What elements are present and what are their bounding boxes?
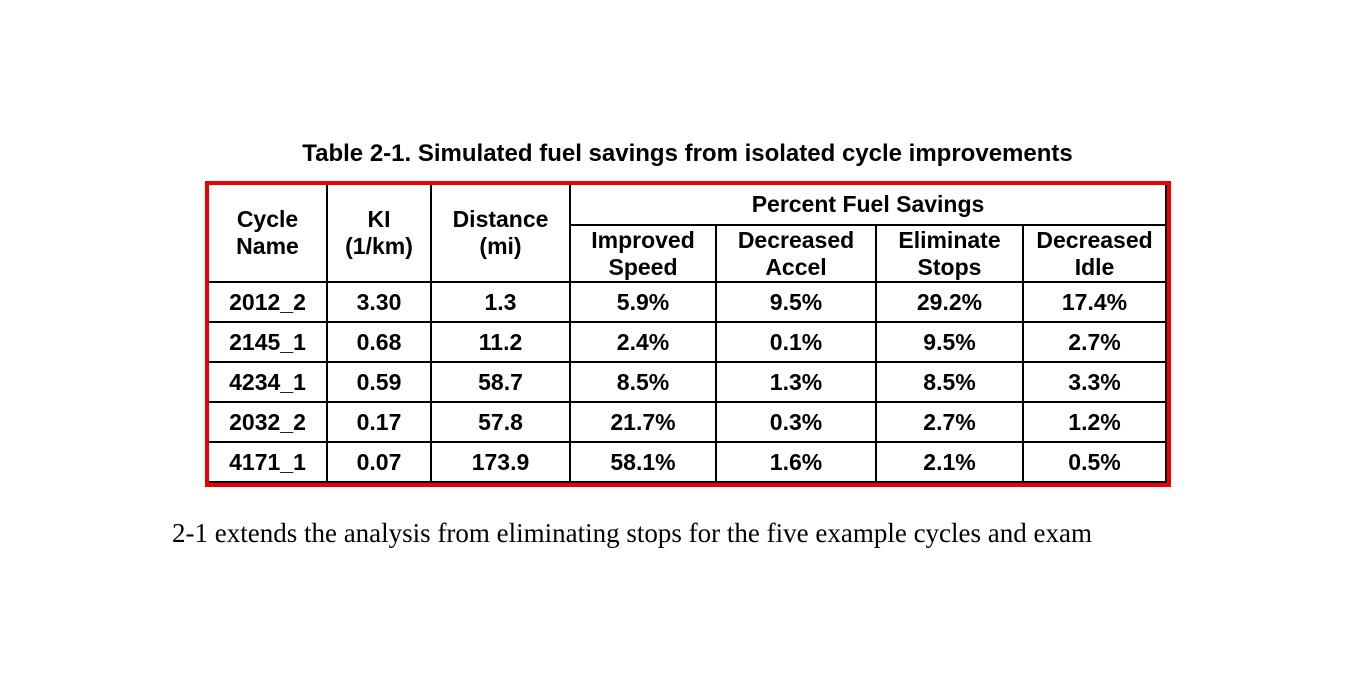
cell-distance: 11.2 (430, 321, 571, 363)
table-title: Table 2-1. Simulated fuel savings from i… (302, 140, 1073, 167)
cell-distance: 57.8 (430, 401, 571, 443)
cell-eliminate-stops: 9.5% (875, 321, 1024, 363)
cell-improved-speed: 5.9% (569, 281, 717, 323)
cell-cycle-name: 2012_2 (209, 281, 328, 323)
cell-improved-speed: 58.1% (569, 441, 717, 483)
cell-decreased-idle: 1.2% (1021, 401, 1168, 443)
cell-ki: 0.68 (326, 321, 432, 363)
col-group-header-percent-fuel-savings: Percent Fuel Savings (568, 185, 1168, 226)
cell-eliminate-stops: 8.5% (875, 361, 1024, 403)
cell-cycle-name: 4234_1 (209, 361, 328, 403)
cell-ki: 0.59 (326, 361, 432, 403)
table-row: 4171_1 0.07 173.9 58.1% 1.6% 2.1% 0.5% (209, 441, 1168, 483)
cell-improved-speed: 2.4% (569, 321, 717, 363)
fuel-savings-table: Cycle Name KI (1/km) Distance (mi) Perce… (209, 185, 1168, 483)
table-row: 2032_2 0.17 57.8 21.7% 0.3% 2.7% 1.2% (209, 401, 1168, 443)
cell-cycle-name: 2032_2 (209, 401, 328, 443)
table-row: 2145_1 0.68 11.2 2.4% 0.1% 9.5% 2.7% (209, 321, 1168, 363)
cell-distance: 58.7 (430, 361, 571, 403)
cell-decreased-accel: 1.3% (715, 361, 877, 403)
cell-eliminate-stops: 29.2% (875, 281, 1024, 323)
cell-improved-speed: 21.7% (569, 401, 717, 443)
cell-eliminate-stops: 2.7% (875, 401, 1024, 443)
cell-ki: 0.07 (326, 441, 432, 483)
body-text: 2-1 extends the analysis from eliminatin… (172, 518, 1092, 548)
cell-ki: 0.17 (326, 401, 432, 443)
col-header-improved-speed: Improved Speed (569, 224, 717, 283)
cell-cycle-name: 2145_1 (209, 321, 328, 363)
cell-decreased-accel: 0.3% (715, 401, 877, 443)
cell-decreased-idle: 2.7% (1021, 321, 1168, 363)
cell-decreased-accel: 0.1% (715, 321, 877, 363)
cell-cycle-name: 4171_1 (209, 441, 328, 483)
cell-decreased-idle: 3.3% (1021, 361, 1168, 403)
cell-decreased-idle: 17.4% (1021, 281, 1168, 323)
col-header-ki: KI (1/km) (326, 185, 432, 283)
cell-improved-speed: 8.5% (569, 361, 717, 403)
col-header-eliminate-stops: Eliminate Stops (875, 224, 1024, 283)
cell-distance: 1.3 (430, 281, 571, 323)
table-row: 2012_2 3.30 1.3 5.9% 9.5% 29.2% 17.4% (209, 281, 1168, 323)
cell-eliminate-stops: 2.1% (875, 441, 1024, 483)
cell-distance: 173.9 (430, 441, 571, 483)
header-row-sub: Improved Speed Decreased Accel Eliminate… (209, 224, 1168, 283)
col-header-decreased-accel: Decreased Accel (715, 224, 877, 283)
col-header-distance: Distance (mi) (430, 185, 571, 283)
table-frame: Cycle Name KI (1/km) Distance (mi) Perce… (205, 181, 1172, 487)
cell-decreased-accel: 9.5% (715, 281, 877, 323)
cell-decreased-accel: 1.6% (715, 441, 877, 483)
table-row: 4234_1 0.59 58.7 8.5% 1.3% 8.5% 3.3% (209, 361, 1168, 403)
col-header-decreased-idle: Decreased Idle (1021, 224, 1168, 283)
col-header-cycle-name: Cycle Name (209, 185, 328, 283)
header-row-group: Cycle Name KI (1/km) Distance (mi) Perce… (209, 185, 1168, 283)
cell-ki: 3.30 (326, 281, 432, 323)
cell-decreased-idle: 0.5% (1021, 441, 1168, 483)
